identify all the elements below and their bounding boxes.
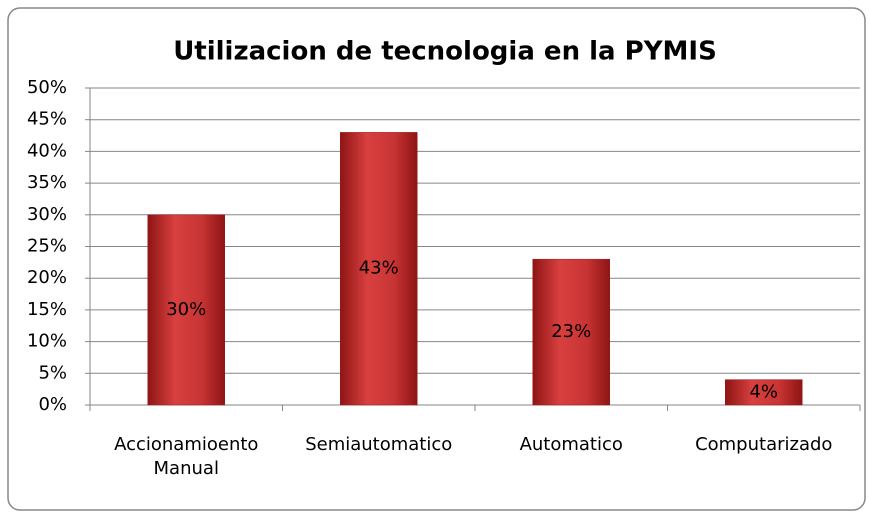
x-tick-label: Computarizado xyxy=(695,434,833,455)
bar xyxy=(725,379,803,406)
y-tick-label: 45% xyxy=(27,109,67,130)
data-label: 30% xyxy=(166,299,206,320)
y-tick-label: 50% xyxy=(27,77,67,98)
y-tick-label: 25% xyxy=(27,236,67,257)
x-tick-label: Accionamioento Manual xyxy=(114,434,259,479)
bar xyxy=(532,258,610,406)
data-label: 23% xyxy=(551,321,591,342)
x-tick-label: Automatico xyxy=(519,434,623,455)
y-tick-label: 10% xyxy=(27,331,67,352)
chart-title: Utilizacion de tecnologia en la PYMIS xyxy=(173,37,717,67)
y-tick-label: 0% xyxy=(38,394,67,415)
bar xyxy=(147,214,225,406)
data-label: 4% xyxy=(749,381,778,402)
y-tick-label: 40% xyxy=(27,140,67,161)
y-tick-label: 15% xyxy=(27,299,67,320)
y-tick-label: 35% xyxy=(27,172,67,193)
y-tick-label: 20% xyxy=(27,267,67,288)
y-tick-label: 30% xyxy=(27,204,67,225)
x-tick-label: Semiautomatico xyxy=(305,434,453,455)
data-label: 43% xyxy=(359,258,399,279)
y-tick-label: 5% xyxy=(38,362,67,383)
bar xyxy=(340,132,418,406)
